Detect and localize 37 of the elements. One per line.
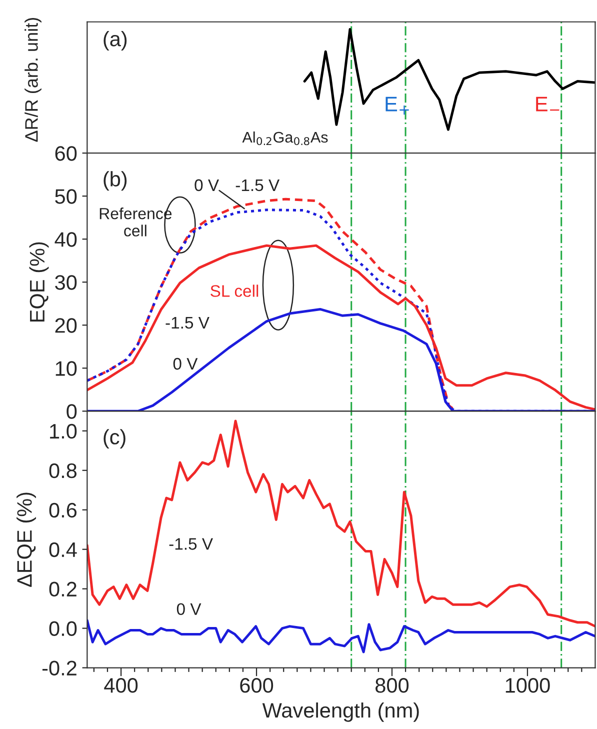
x-tick-label: 1000 [506,678,550,693]
y-tick-label: 1.0 [50,424,77,439]
annotation: -1.5 V [166,317,210,329]
y-tick-label: 0.0 [49,621,77,636]
y-tick-label: 30 [55,275,77,290]
annotation: -1.5 V [236,179,280,192]
annotation: 0 V [173,358,198,370]
x-tick-label: 400 [104,678,138,693]
y-tick-label: 0.6 [49,502,77,518]
y-tick-label: -0.2 [42,660,76,676]
y-tick-label: 0.2 [49,582,76,597]
annotation: E$_{−}$ [536,96,560,112]
y-axis-title: EQE (%) [29,242,49,322]
y-tick-label: 40 [54,232,77,247]
line-series [87,420,596,628]
annotation: (c) [104,429,126,449]
y-tick-label: 50 [55,189,77,204]
y-axis-title: ΔEQE (%) [16,492,36,587]
y-tick-label: 20 [55,318,77,333]
annotation: (b) [104,171,127,191]
annotation: Al$_{0.2}$Ga$_{0.8}$As [242,131,328,146]
annotation: E$_{+}$ [386,96,409,115]
y-axis-title: ΔR/R (arb. unit) [24,18,42,142]
y-tick-label: 10 [56,361,77,376]
annotation: 0 V [176,603,202,616]
y-tick-label: 60 [55,146,77,161]
y-tick-label: 0 [66,404,77,419]
annotation: (a) [104,31,127,50]
y-tick-label: 0.4 [49,542,77,558]
annotation: SL cell [210,284,258,297]
line-series [87,619,596,654]
x-axis-title: Wavelength (nm) [262,702,419,722]
annotation: -1.5 V [169,538,213,550]
x-tick-label: 800 [376,678,409,693]
x-tick-label: 600 [240,678,274,693]
annotation: 0 V [194,179,219,192]
y-tick-label: 0.8 [49,463,77,478]
